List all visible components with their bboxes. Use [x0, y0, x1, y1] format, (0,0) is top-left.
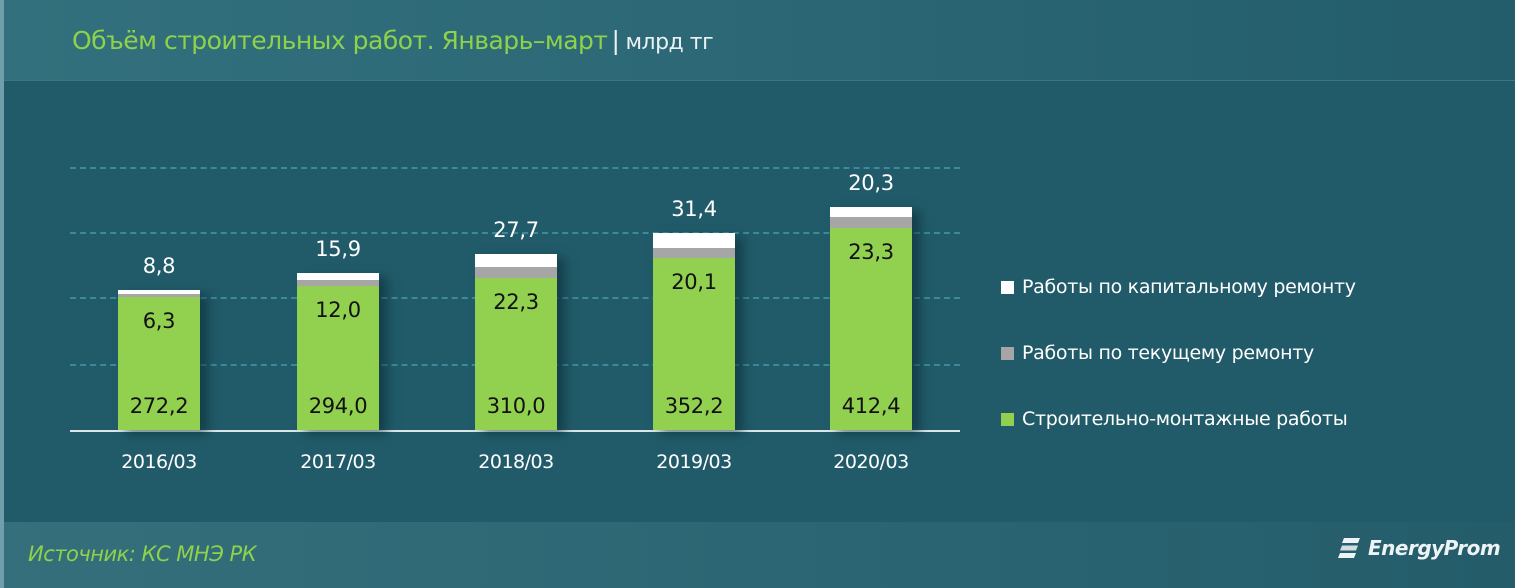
source-note: Источник: КС МНЭ РК	[28, 542, 257, 566]
segment-smr	[830, 228, 912, 430]
x-tick-label: 2017/03	[300, 451, 376, 473]
legend-label: Работы по текущему ремонту	[1022, 342, 1314, 364]
segment-smr	[297, 286, 379, 430]
value-current-repair: 12,0	[315, 298, 361, 323]
legend-swatch-green	[1001, 412, 1014, 426]
value-current-repair: 6,3	[142, 308, 176, 333]
segment-capital-repair	[118, 289, 200, 294]
chart-title: Объём строительных работ. Январь–март | мл…	[72, 26, 714, 55]
left-border	[0, 0, 4, 588]
energyprom-logo-icon	[1338, 538, 1360, 558]
bar-2018-03: 22,3 310,0	[475, 253, 557, 430]
x-tick-label: 2016/03	[121, 451, 197, 473]
bar-2017-03: 12,0 294,0	[297, 272, 379, 430]
value-smr: 272,2	[129, 393, 189, 418]
segment-current-repair	[297, 280, 379, 287]
x-tick-label: 2018/03	[478, 451, 554, 473]
value-current-repair: 20,1	[671, 269, 717, 294]
segment-capital-repair	[475, 253, 557, 268]
gridline	[70, 167, 960, 169]
value-capital-repair: 31,4	[671, 196, 717, 221]
legend-item-smr: Строительно-монтажные работы	[1001, 408, 1348, 430]
value-capital-repair: 8,8	[142, 253, 176, 278]
segment-current-repair	[118, 293, 200, 297]
footer-band	[4, 522, 1515, 588]
segment-current-repair	[475, 267, 557, 279]
value-capital-repair: 15,9	[315, 236, 361, 261]
value-capital-repair: 27,7	[493, 217, 539, 242]
legend-label: Работы по капитальному ремонту	[1022, 276, 1356, 298]
legend-item-capital-repair: Работы по капитальному ремонту	[1001, 276, 1356, 298]
header-band	[4, 0, 1515, 81]
legend-swatch-gray	[1001, 346, 1014, 360]
bar-2020-03: 23,3 412,4	[830, 207, 912, 430]
value-smr: 310,0	[486, 393, 546, 418]
x-tick-label: 2020/03	[833, 451, 909, 473]
value-current-repair: 22,3	[493, 290, 539, 315]
segment-smr	[475, 278, 557, 430]
segment-smr	[653, 257, 735, 430]
chart-title-main: Объём строительных работ. Январь–март	[72, 26, 608, 55]
chart-unit: млрд тг	[625, 30, 714, 55]
value-smr: 412,4	[841, 393, 901, 418]
segment-current-repair	[653, 247, 735, 258]
brand-name: EnergyProm	[1368, 536, 1501, 560]
legend-item-current-repair: Работы по текущему ремонту	[1001, 342, 1314, 364]
x-axis	[70, 430, 960, 432]
title-separator: |	[611, 26, 620, 55]
brand-logo: EnergyProm	[1338, 536, 1501, 560]
bar-2019-03: 20,1 352,2	[653, 232, 735, 430]
segment-current-repair	[830, 216, 912, 229]
legend-label: Строительно-монтажные работы	[1022, 408, 1348, 430]
legend-swatch-white	[1001, 280, 1014, 294]
segment-capital-repair	[830, 207, 912, 217]
value-current-repair: 23,3	[848, 240, 894, 265]
gridline	[70, 232, 960, 234]
x-tick-label: 2019/03	[656, 451, 732, 473]
segment-smr	[118, 296, 200, 430]
segment-capital-repair	[297, 272, 379, 281]
value-smr: 294,0	[308, 393, 368, 418]
value-smr: 352,2	[664, 393, 724, 418]
value-capital-repair: 20,3	[848, 171, 894, 196]
segment-capital-repair	[653, 232, 735, 248]
bar-2016-03: 6,3 272,2	[118, 289, 200, 430]
